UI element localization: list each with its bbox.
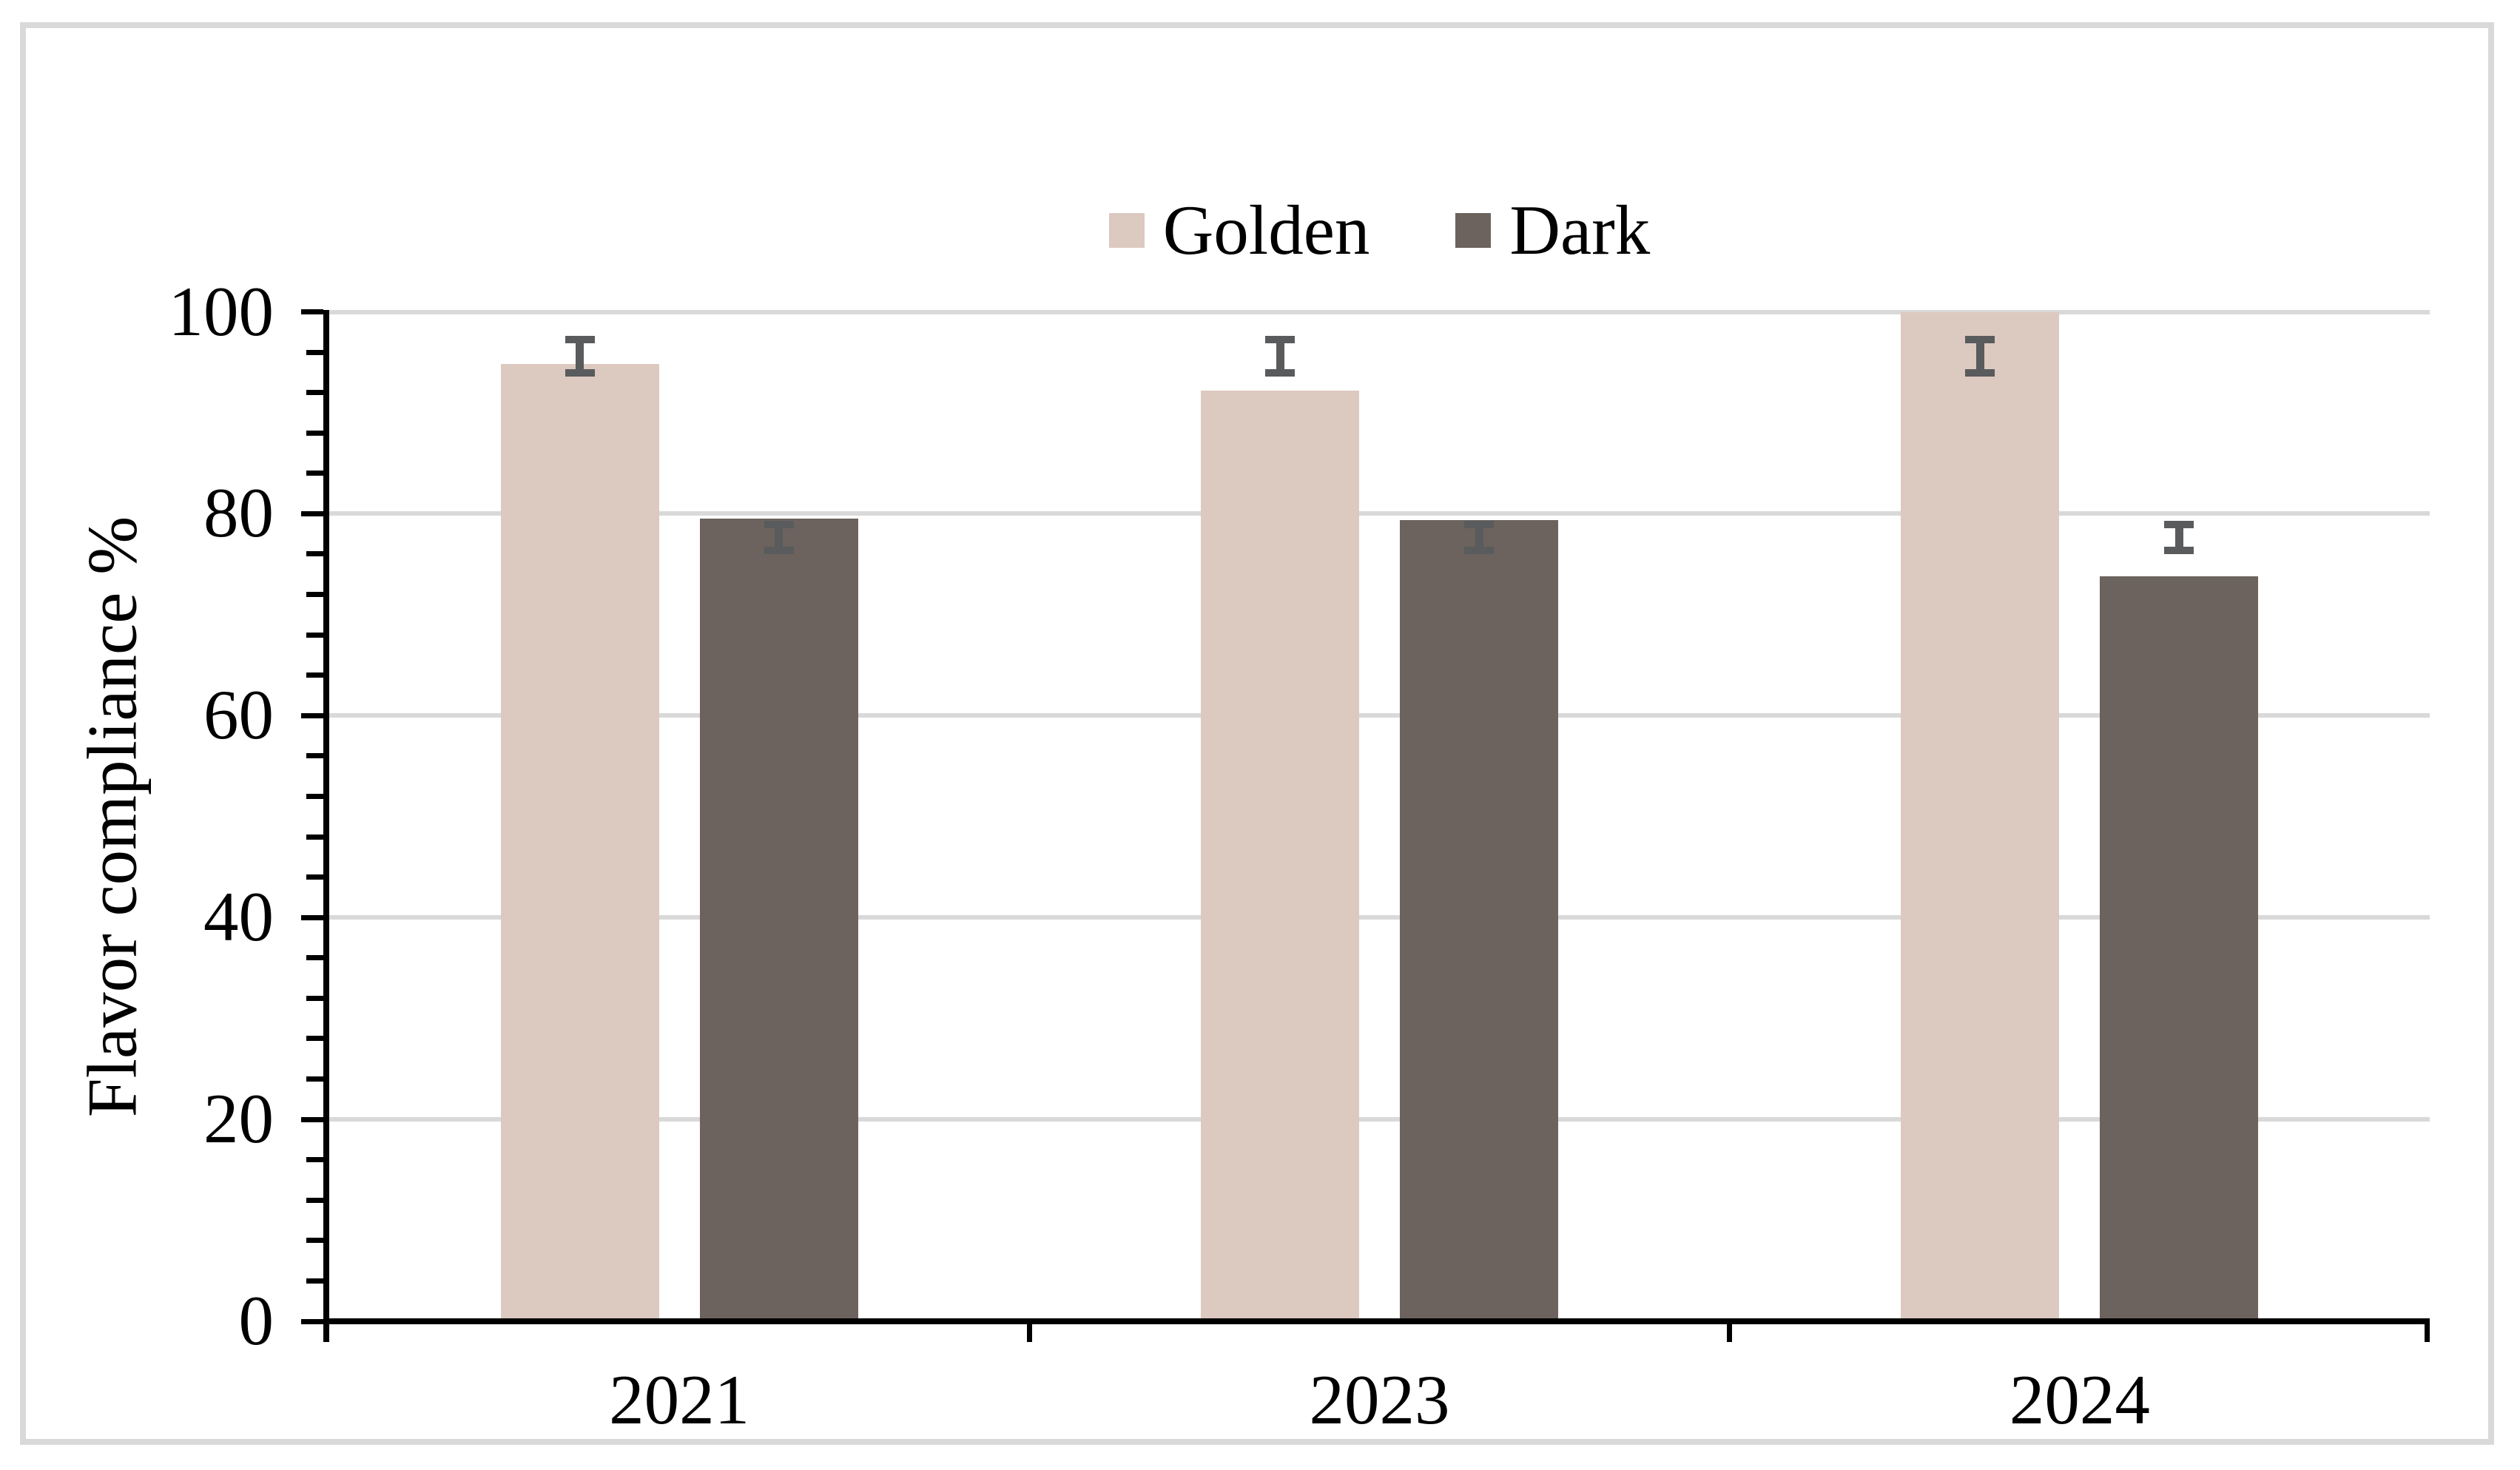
figure-border bbox=[20, 22, 2494, 1445]
y-minor-tick bbox=[306, 632, 323, 638]
y-minor-tick bbox=[306, 1076, 323, 1082]
error-bar-golden-2021 bbox=[565, 336, 595, 377]
error-bar-cap-bottom bbox=[2164, 546, 2194, 554]
bar-golden-2023 bbox=[1201, 390, 1359, 1321]
y-minor-tick bbox=[306, 955, 323, 961]
bar-dark-2021 bbox=[699, 519, 858, 1321]
y-axis-line bbox=[323, 309, 329, 1342]
error-bar-cap-bottom bbox=[1265, 368, 1295, 377]
error-bar-dark-2023 bbox=[1464, 520, 1494, 554]
legend-swatch-dark bbox=[1455, 212, 1492, 248]
gridline bbox=[329, 511, 2430, 516]
error-bar-line bbox=[1475, 520, 1483, 554]
y-tick-label: 60 bbox=[203, 675, 274, 755]
error-bar-line bbox=[576, 336, 584, 377]
error-bar-cap-bottom bbox=[1965, 368, 1995, 377]
y-major-tick bbox=[301, 914, 323, 920]
y-minor-tick bbox=[306, 1238, 323, 1244]
error-bar-cap-top bbox=[1464, 520, 1494, 528]
legend-label-golden: Golden bbox=[1162, 190, 1370, 269]
error-bar-line bbox=[2174, 520, 2183, 554]
bar-dark-2024 bbox=[2100, 576, 2259, 1321]
error-bar-golden-2024 bbox=[1965, 336, 1995, 377]
y-minor-tick bbox=[306, 390, 323, 396]
error-bar-cap-top bbox=[764, 520, 794, 528]
y-tick-label: 100 bbox=[168, 272, 274, 351]
legend-item-golden: Golden bbox=[1108, 190, 1370, 269]
error-bar-cap-bottom bbox=[764, 546, 794, 554]
x-category-label-2023: 2023 bbox=[1309, 1361, 1450, 1439]
gridline bbox=[329, 309, 2430, 314]
y-minor-tick bbox=[306, 793, 323, 799]
x-boundary-tick bbox=[1727, 1321, 1733, 1342]
x-axis-line bbox=[323, 1318, 2430, 1324]
error-bar-cap-bottom bbox=[565, 368, 595, 377]
error-bar-cap-bottom bbox=[1464, 546, 1494, 554]
error-bar-cap-top bbox=[1965, 336, 1995, 344]
y-minor-tick bbox=[306, 471, 323, 476]
error-bar-golden-2023 bbox=[1265, 336, 1295, 377]
gridline bbox=[329, 1117, 2430, 1122]
y-minor-tick bbox=[306, 1197, 323, 1203]
error-bar-line bbox=[775, 520, 784, 554]
y-major-tick bbox=[301, 1116, 323, 1122]
legend: Golden Dark bbox=[329, 189, 2430, 272]
y-tick-label: 80 bbox=[203, 473, 274, 553]
bar-golden-2024 bbox=[1901, 311, 2060, 1321]
error-bar-line bbox=[1975, 336, 1984, 377]
error-bar-line bbox=[1276, 336, 1284, 377]
y-minor-tick bbox=[306, 592, 323, 598]
y-major-tick bbox=[301, 712, 323, 718]
bar-dark-2023 bbox=[1400, 519, 1558, 1321]
y-minor-tick bbox=[306, 874, 323, 880]
y-minor-tick bbox=[306, 551, 323, 557]
y-minor-tick bbox=[306, 1157, 323, 1163]
y-minor-tick bbox=[306, 995, 323, 1001]
y-major-tick bbox=[301, 1318, 323, 1324]
legend-item-dark: Dark bbox=[1455, 195, 1650, 266]
y-minor-tick bbox=[306, 349, 323, 355]
error-bar-cap-top bbox=[2164, 520, 2194, 528]
y-minor-tick bbox=[306, 753, 323, 759]
legend-label-dark: Dark bbox=[1509, 190, 1651, 269]
error-bar-dark-2024 bbox=[2164, 520, 2194, 554]
y-major-tick bbox=[301, 510, 323, 516]
x-boundary-tick bbox=[2425, 1321, 2430, 1342]
y-minor-tick bbox=[306, 1278, 323, 1284]
y-minor-tick bbox=[306, 430, 323, 436]
bar-golden-2021 bbox=[500, 364, 659, 1321]
error-bar-cap-top bbox=[1265, 336, 1295, 344]
x-category-label-2024: 2024 bbox=[2009, 1361, 2150, 1439]
y-tick-label: 0 bbox=[238, 1281, 274, 1360]
y-minor-tick bbox=[306, 672, 323, 678]
legend-swatch-golden bbox=[1108, 212, 1145, 248]
y-tick-label: 40 bbox=[203, 877, 274, 957]
gridline bbox=[329, 915, 2430, 920]
y-minor-tick bbox=[306, 834, 323, 840]
gridline bbox=[329, 713, 2430, 718]
error-bar-dark-2021 bbox=[764, 520, 794, 554]
x-category-label-2021: 2021 bbox=[609, 1361, 750, 1439]
y-tick-label: 20 bbox=[203, 1079, 274, 1159]
error-bar-cap-top bbox=[565, 336, 595, 344]
x-boundary-tick bbox=[1026, 1321, 1032, 1342]
y-major-tick bbox=[301, 309, 323, 314]
y-minor-tick bbox=[306, 1036, 323, 1042]
